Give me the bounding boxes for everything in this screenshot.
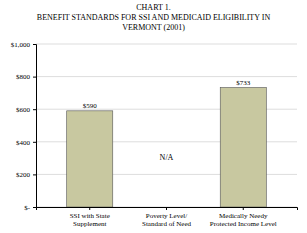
tick-label: $200 [16, 171, 31, 179]
plot: $- $200 $400 $600 $800 $1,000 SSI with StateSu… [11, 41, 298, 228]
chart: CHART 1.BENEFIT STANDARDS FOR SSI AND ME… [0, 0, 307, 233]
tick: Medically NeedyProtected Income Level [210, 207, 277, 228]
grid [36, 44, 297, 207]
tick-mark [89, 207, 90, 210]
tick-label: Poverty Level/Standard of Need [142, 212, 191, 228]
tick: $1,000 [11, 41, 36, 49]
tick-label: $1,000 [11, 41, 31, 49]
data-label: $733 [236, 79, 251, 87]
tick-label: $- [24, 204, 31, 212]
tick-mark [33, 77, 36, 78]
tick: $400 [16, 139, 36, 147]
tick-label: $400 [16, 139, 31, 147]
data-label: N/A [160, 153, 174, 162]
title: VERMONT (2001) [122, 23, 185, 32]
tick-mark [33, 142, 36, 143]
axis-line [37, 208, 298, 211]
tick: Poverty Level/Standard of Need [142, 207, 191, 228]
bar [67, 111, 113, 207]
x-axis: SSI with StateSupplement Poverty Level/St… [37, 207, 298, 228]
tick: $600 [16, 106, 36, 114]
tick: $200 [16, 171, 36, 179]
tick-mark [166, 207, 167, 210]
tick-mark [243, 207, 244, 210]
tick: $- [24, 204, 36, 212]
title: CHART 1. [136, 3, 171, 12]
data-label: $590 [83, 102, 98, 110]
title: BENEFIT STANDARDS FOR SSI AND MEDICAID E… [37, 13, 271, 22]
grid-line [36, 44, 297, 45]
tick: $800 [16, 73, 36, 81]
axis-line [33, 45, 37, 208]
tick-mark [33, 44, 36, 45]
grid-line [36, 76, 297, 77]
tick-label: $600 [16, 106, 31, 114]
tick-label-line: Protected Income Level [210, 220, 277, 228]
tick-mark [33, 207, 36, 208]
tick-label: SSI with StateSupplement [70, 212, 110, 228]
tick-label-line: Standard of Need [142, 220, 191, 228]
tick-label-line: Supplement [73, 220, 106, 228]
tick-mark [33, 109, 36, 110]
tick-label: Medically NeedyProtected Income Level [210, 212, 277, 228]
bars [67, 88, 267, 207]
tick: SSI with StateSupplement [70, 207, 110, 228]
data-labels: $590 N/A $733 [83, 79, 251, 162]
tick-label: $800 [16, 73, 31, 81]
bar [220, 88, 266, 207]
y-axis: $- $200 $400 $600 $800 $1,000 [11, 41, 37, 212]
tick-mark [33, 174, 36, 175]
